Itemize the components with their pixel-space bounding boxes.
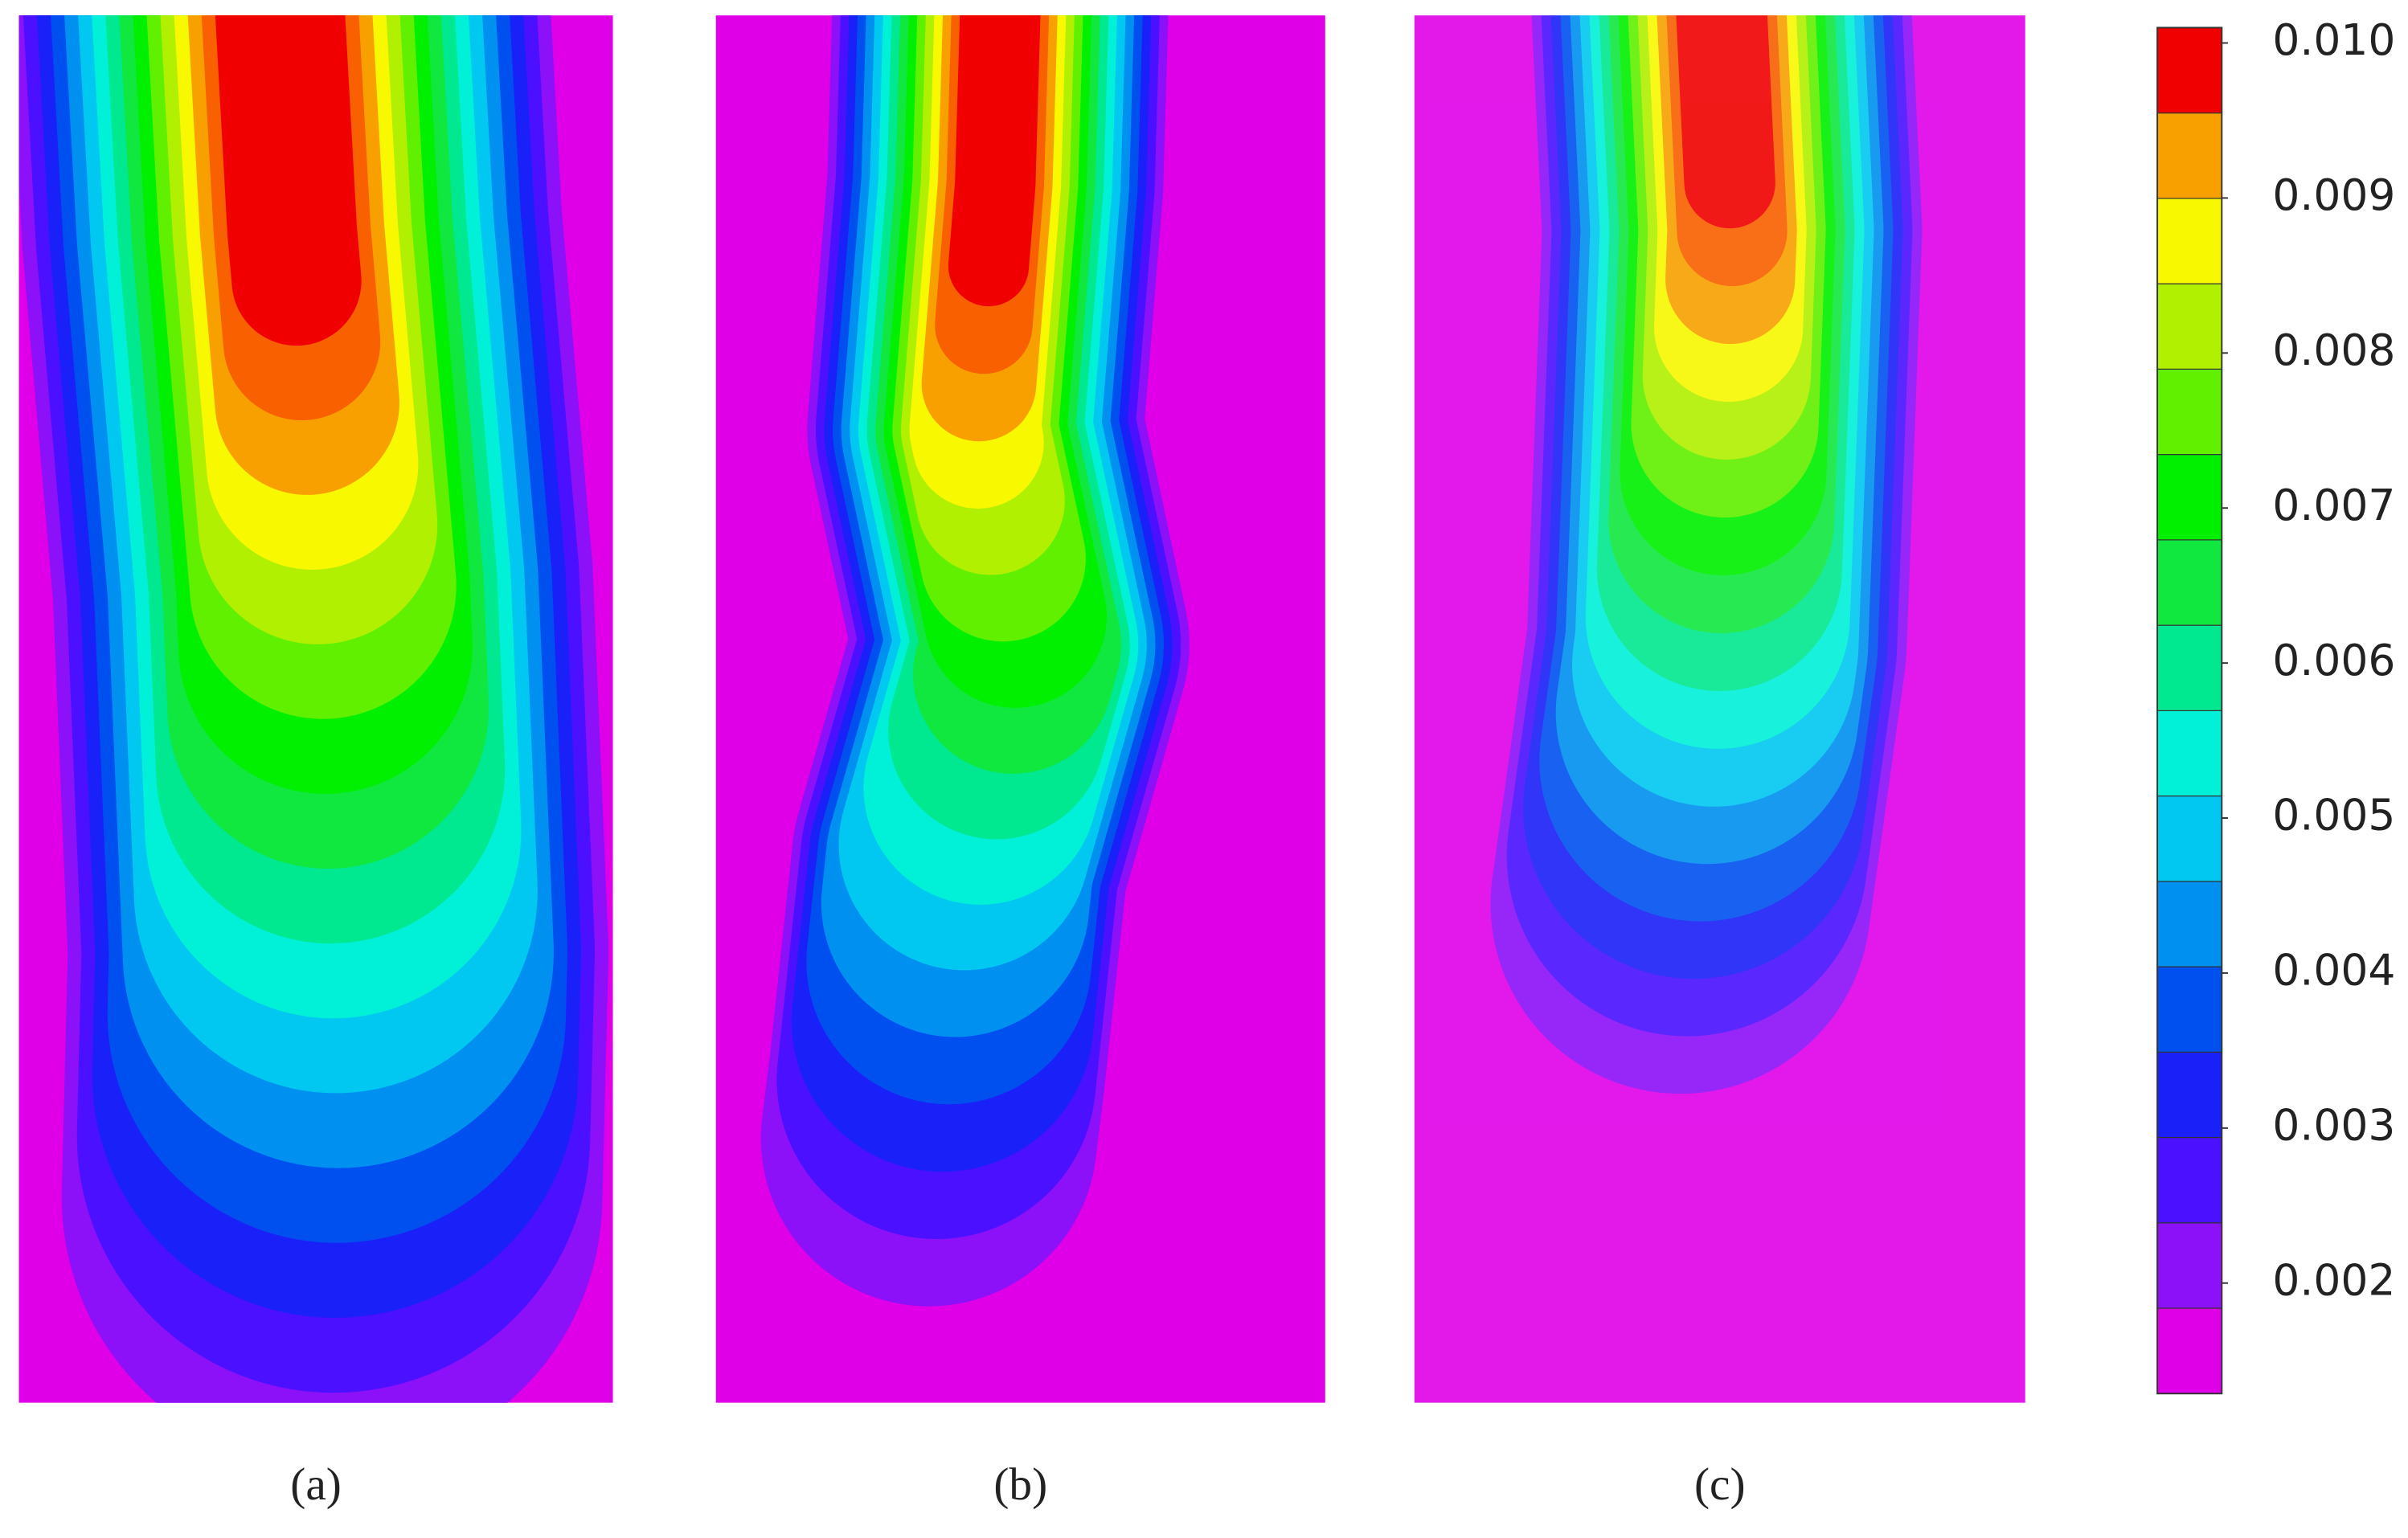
colorbar-band: [2156, 1051, 2222, 1139]
contour-panel: [715, 15, 1325, 1403]
colorbar-band: [2156, 796, 2222, 882]
colorbar-tick-label: 0.010: [2272, 14, 2395, 65]
panel-label: (a): [290, 1459, 342, 1510]
panel-label: (c): [1694, 1459, 1746, 1510]
colorbar-band: [2156, 539, 2222, 626]
panel-label: (b): [993, 1459, 1047, 1510]
colorbar-tick-label: 0.006: [2272, 635, 2395, 685]
colorbar-tick-label: 0.002: [2272, 1254, 2395, 1305]
colorbar-band: [2156, 881, 2222, 967]
colorbar-tick-label: 0.007: [2272, 480, 2395, 530]
contour-band: [1676, 15, 1775, 229]
contour-panel: [1414, 15, 2025, 1403]
contour-band: [948, 15, 1041, 307]
colorbar-tick-label: 0.009: [2272, 170, 2395, 220]
colorbar-band: [2156, 112, 2222, 199]
colorbar-band: [2156, 368, 2222, 456]
colorbar-band: [2156, 1307, 2222, 1394]
colorbar-tick-label: 0.003: [2272, 1099, 2395, 1150]
colorbar-frame: [2156, 27, 2223, 1395]
colorbar-band: [2156, 198, 2222, 284]
colorbar-band: [2156, 1222, 2222, 1309]
colorbar-band: [2156, 966, 2222, 1053]
colorbar-band: [2156, 1136, 2222, 1224]
colorbar-tick-label: 0.008: [2272, 325, 2395, 375]
colorbar-band: [2156, 454, 2222, 541]
colorbar-band: [2156, 27, 2222, 114]
colorbar-tick-label: 0.005: [2272, 790, 2395, 841]
contour-band: [215, 15, 362, 346]
contour-band: [1666, 15, 1788, 287]
colorbar-band: [2156, 283, 2222, 370]
contour-panel: [18, 15, 613, 1403]
colorbar-band: [2156, 624, 2222, 711]
colorbar-band: [2156, 710, 2222, 797]
colorbar-tick-label: 0.004: [2272, 945, 2395, 996]
